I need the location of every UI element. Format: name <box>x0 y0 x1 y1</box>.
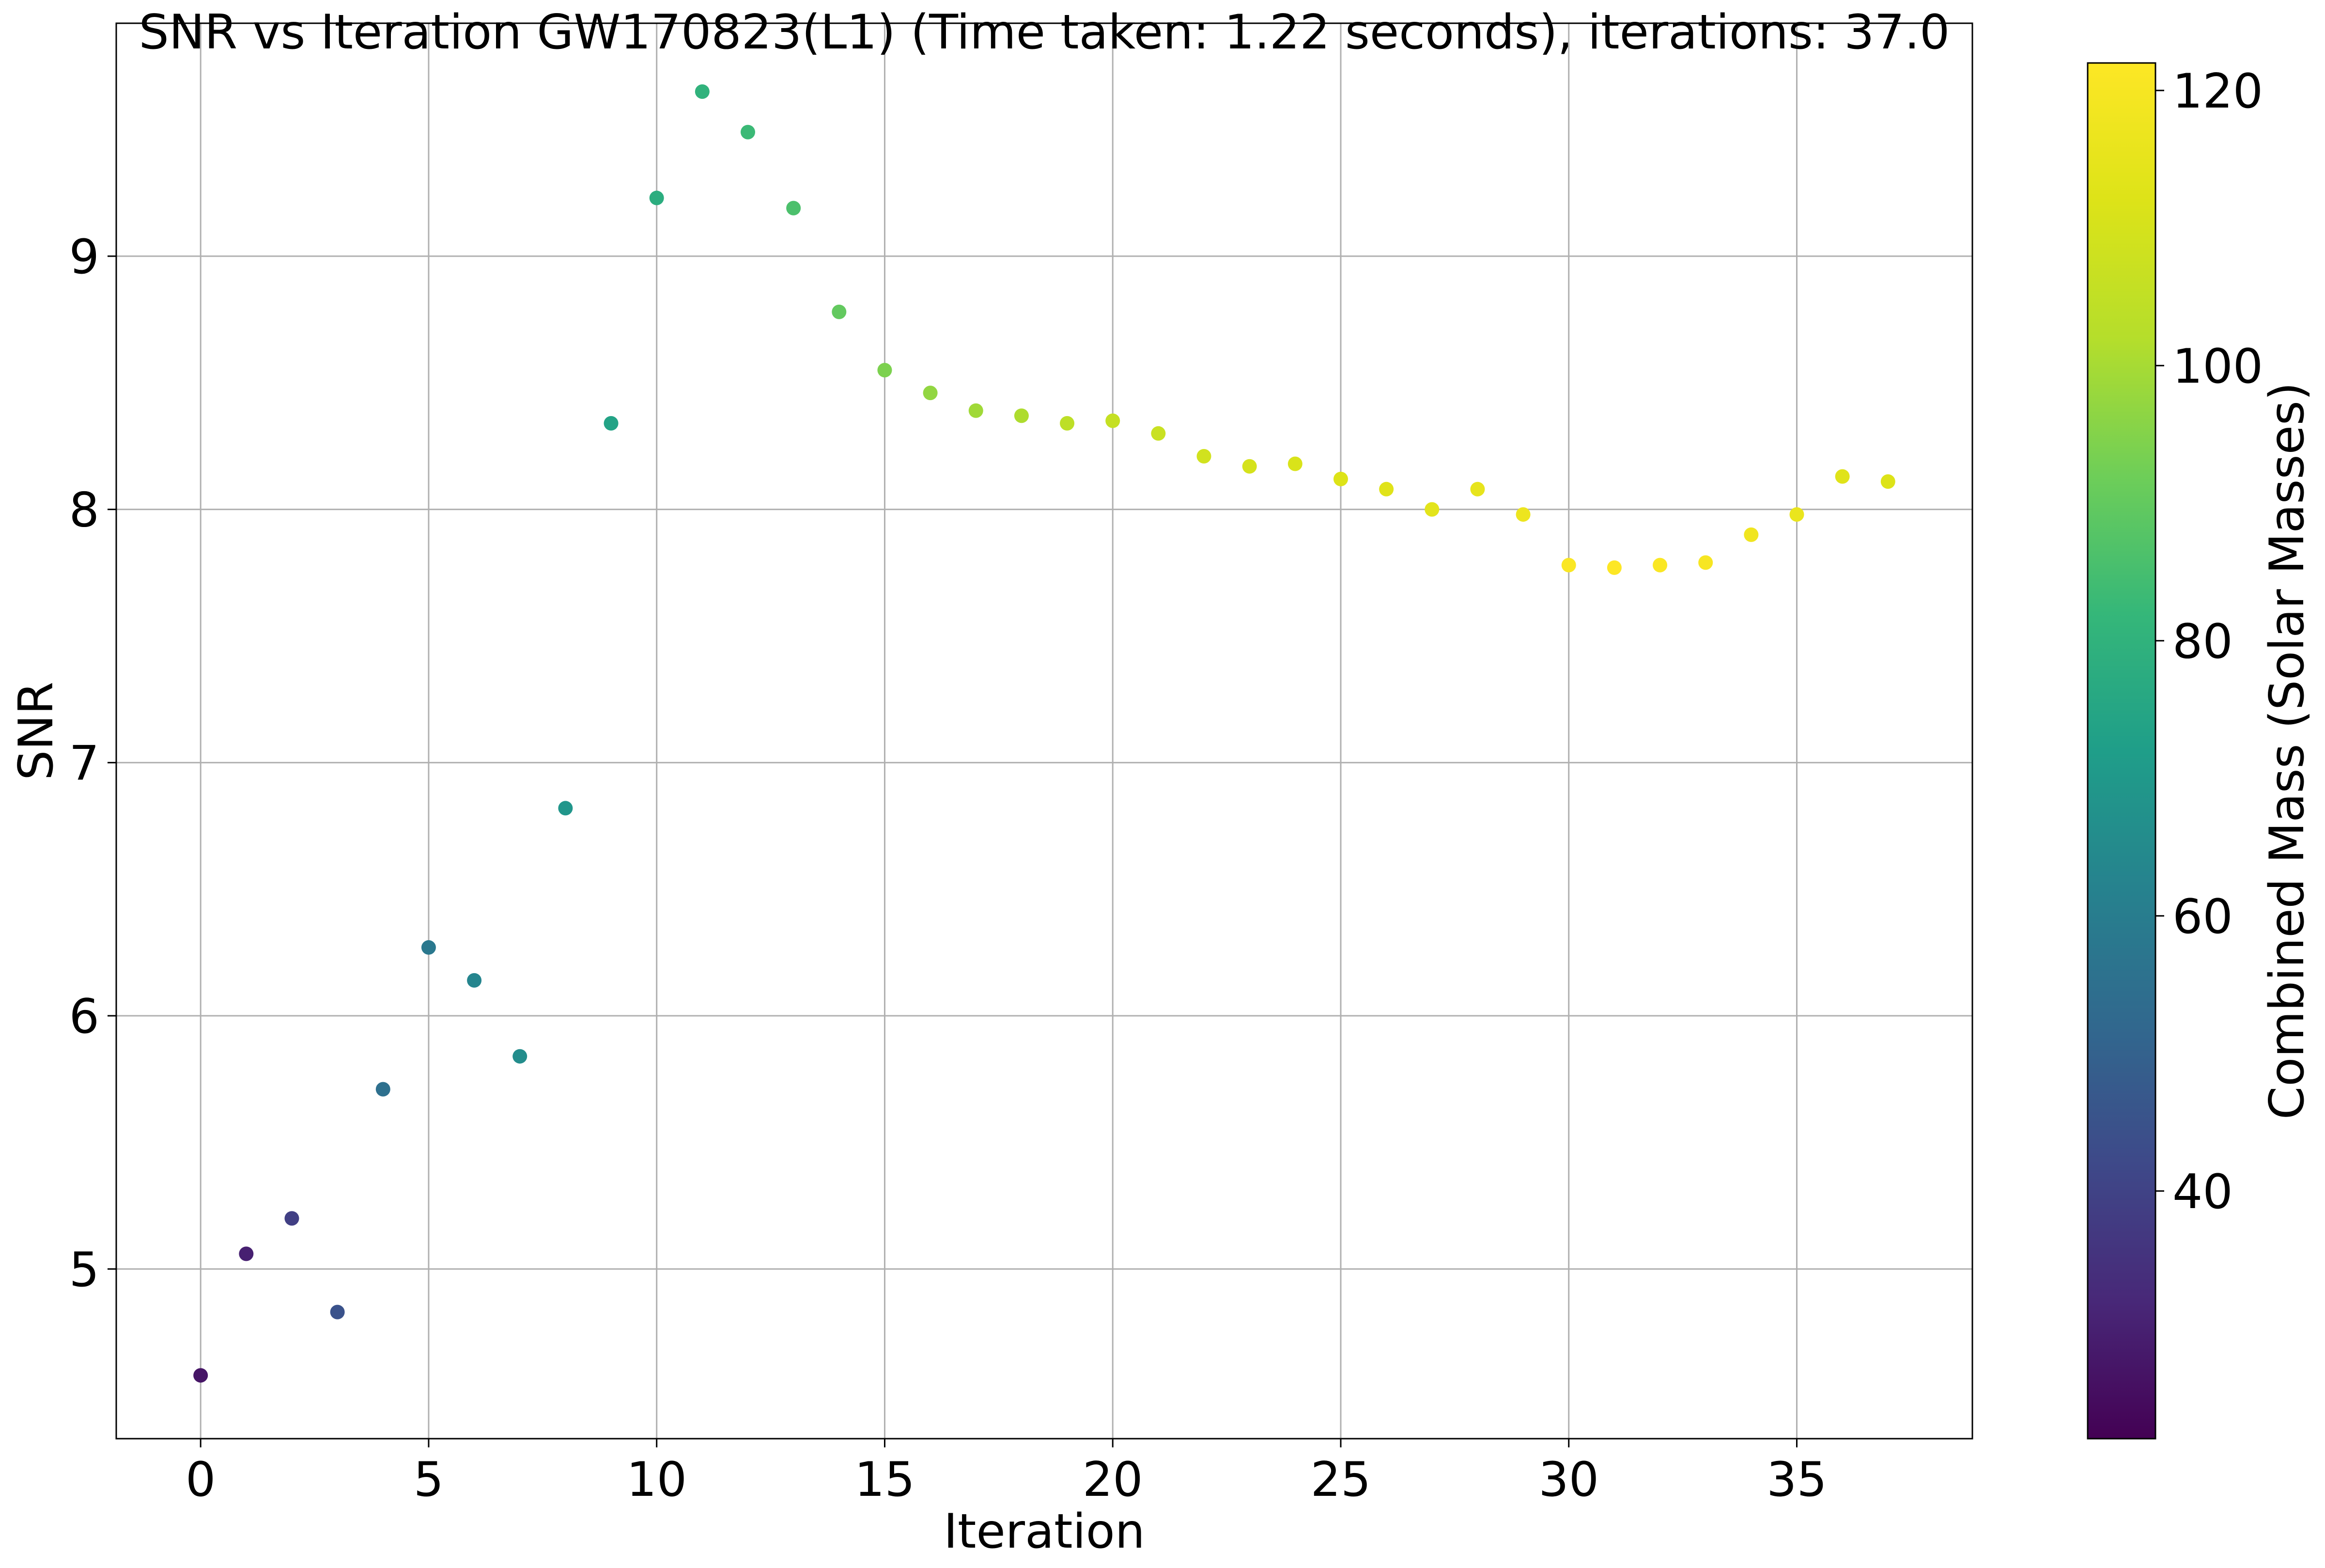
scatter-point <box>1516 507 1531 522</box>
scatter-point <box>1561 558 1576 573</box>
x-tick-label: 30 <box>1538 1452 1599 1507</box>
colorbar-label: Combined Mass (Solar Masses) <box>2260 382 2315 1119</box>
x-tick-label: 35 <box>1767 1452 1827 1507</box>
scatter-point <box>1105 413 1120 428</box>
scatter-point <box>695 84 710 99</box>
colorbar-tick-label: 80 <box>2172 614 2233 669</box>
colorbar-tick-label: 40 <box>2172 1164 2233 1220</box>
scatter-point <box>558 801 573 816</box>
scatter-point <box>1014 408 1029 423</box>
scatter-point <box>330 1304 345 1320</box>
grid-lines <box>116 23 1972 1439</box>
scatter-point <box>1789 507 1804 522</box>
scatter-point <box>467 973 482 988</box>
plot-frame <box>115 22 1973 1440</box>
scatter-point <box>1744 527 1759 542</box>
y-tick-label: 5 <box>69 1242 99 1298</box>
scatter-point <box>193 1368 208 1383</box>
data-points <box>193 84 1895 1383</box>
scatter-point <box>923 386 938 401</box>
colorbar <box>2088 63 2155 1439</box>
scatter-point <box>741 124 756 140</box>
scatter-point <box>1333 471 1348 486</box>
y-tick-label: 6 <box>69 989 99 1044</box>
colorbar-frame <box>2087 62 2156 1440</box>
x-tick-label: 10 <box>626 1452 687 1507</box>
y-axis-label: SNR <box>9 682 64 780</box>
scatter-point <box>1653 558 1668 573</box>
scatter-point <box>877 363 892 378</box>
y-tick-label: 8 <box>69 483 99 538</box>
scatter-point <box>1835 469 1850 484</box>
y-tick-label: 7 <box>69 736 99 791</box>
scatter-point <box>1880 474 1895 489</box>
x-axis-label: Iteration <box>944 1504 1145 1559</box>
scatter-point <box>1242 459 1257 474</box>
scatter-point <box>1287 456 1302 471</box>
scatter-point <box>421 940 436 955</box>
scatter-point <box>375 1082 390 1097</box>
scatter-point <box>1607 560 1622 575</box>
x-tick-label: 25 <box>1311 1452 1371 1507</box>
scatter-point <box>1379 481 1394 497</box>
axis-ticks: 0 5 10 15 20 25 30 35 5 6 7 8 9 <box>69 230 1827 1507</box>
scatter-point <box>1060 416 1075 431</box>
colorbar-tick-label: 60 <box>2172 889 2233 945</box>
scatter-point <box>968 403 983 418</box>
colorbar-ticks: 40 60 80 100 120 <box>2155 64 2263 1220</box>
x-tick-label: 20 <box>1083 1452 1143 1507</box>
scatter-point <box>1470 481 1485 497</box>
scatter-point <box>1196 449 1211 464</box>
scatter-point <box>786 201 801 216</box>
scatter-point <box>239 1246 254 1261</box>
scatter-point <box>512 1049 527 1064</box>
colorbar-tick-label: 100 <box>2172 339 2263 394</box>
y-tick-label: 9 <box>69 230 99 285</box>
x-tick-label: 0 <box>186 1452 216 1507</box>
scatter-point <box>1425 502 1440 517</box>
x-tick-label: 15 <box>854 1452 915 1507</box>
x-tick-label: 5 <box>414 1452 444 1507</box>
scatter-point <box>604 416 619 431</box>
scatter-point <box>832 304 847 319</box>
scatter-point <box>1151 426 1166 441</box>
scatter-point <box>284 1211 299 1226</box>
scatter-point <box>649 190 664 205</box>
scatter-point <box>1698 555 1713 570</box>
colorbar-tick-label: 120 <box>2172 64 2263 119</box>
chart-title: SNR vs Iteration GW170823(L1) (Time take… <box>139 5 1950 60</box>
